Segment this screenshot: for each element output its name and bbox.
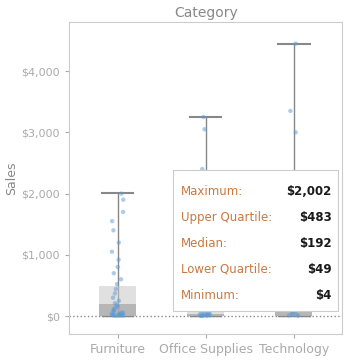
Point (120, 313, 126, 319)
Text: Minimum:: Minimum: (181, 289, 240, 302)
Point (111, 308, 116, 313)
Point (297, 290, 302, 296)
Point (116, 311, 121, 317)
Bar (99, 304, 136, 316)
Point (201, 310, 207, 316)
Bar (99, 286, 136, 316)
Point (118, 313, 123, 319)
Point (112, 300, 118, 306)
Point (199, 166, 205, 172)
Point (109, 249, 115, 254)
Point (109, 218, 115, 224)
FancyBboxPatch shape (173, 171, 338, 311)
Point (200, 309, 205, 315)
Bar (275, 304, 313, 316)
Point (116, 240, 121, 245)
Point (295, 313, 301, 319)
Point (109, 312, 115, 318)
Point (119, 310, 124, 315)
Point (114, 281, 120, 287)
Point (113, 286, 119, 292)
Point (294, 296, 299, 302)
Point (205, 312, 211, 318)
Point (198, 313, 204, 319)
Point (296, 224, 302, 230)
Point (204, 313, 210, 319)
Point (290, 304, 295, 310)
Point (120, 197, 126, 203)
Point (116, 298, 122, 304)
Point (297, 240, 302, 245)
Point (119, 191, 124, 197)
Point (201, 114, 206, 120)
Bar (187, 314, 224, 316)
Point (111, 306, 116, 312)
Text: $483: $483 (299, 211, 332, 224)
Point (198, 313, 204, 319)
Point (114, 302, 119, 308)
Point (119, 312, 125, 317)
Point (115, 264, 120, 270)
Text: $4: $4 (315, 289, 332, 302)
Point (113, 313, 119, 319)
Bar (275, 285, 313, 316)
Point (207, 312, 213, 318)
Point (207, 310, 212, 315)
Point (286, 263, 292, 269)
Point (111, 308, 117, 314)
Point (287, 108, 293, 114)
Point (204, 312, 209, 317)
Point (115, 304, 121, 310)
Point (111, 227, 116, 233)
Point (110, 312, 116, 318)
Point (197, 311, 203, 317)
Y-axis label: Sales: Sales (6, 161, 18, 195)
Point (117, 311, 123, 317)
Point (290, 310, 295, 316)
Point (109, 311, 114, 316)
Text: Maximum:: Maximum: (181, 185, 243, 198)
Title: Category: Category (174, 5, 238, 20)
Point (200, 313, 205, 319)
Point (116, 312, 121, 318)
Point (110, 312, 116, 318)
Point (112, 290, 118, 296)
Point (291, 301, 297, 307)
Point (292, 309, 298, 315)
Point (290, 311, 295, 317)
Text: Lower Quartile:: Lower Quartile: (181, 263, 272, 276)
Point (288, 252, 293, 258)
Point (290, 307, 295, 313)
Point (120, 209, 126, 215)
Point (296, 178, 301, 184)
Point (286, 312, 292, 318)
Point (291, 282, 296, 288)
Point (207, 306, 213, 312)
Bar (187, 311, 224, 316)
Point (116, 257, 121, 262)
Text: $49: $49 (307, 263, 332, 276)
Point (197, 308, 203, 313)
Point (294, 312, 300, 318)
Text: Median:: Median: (181, 237, 228, 250)
Point (112, 305, 118, 311)
Text: $192: $192 (299, 237, 332, 250)
Point (206, 311, 211, 317)
Point (120, 310, 126, 316)
Point (110, 295, 116, 300)
Point (201, 312, 206, 318)
Point (293, 41, 298, 46)
Point (290, 273, 296, 279)
Point (293, 130, 299, 135)
Point (202, 126, 207, 132)
Text: $2,002: $2,002 (286, 185, 332, 198)
Point (118, 277, 124, 282)
Text: Upper Quartile:: Upper Quartile: (181, 211, 272, 224)
Point (111, 270, 117, 276)
